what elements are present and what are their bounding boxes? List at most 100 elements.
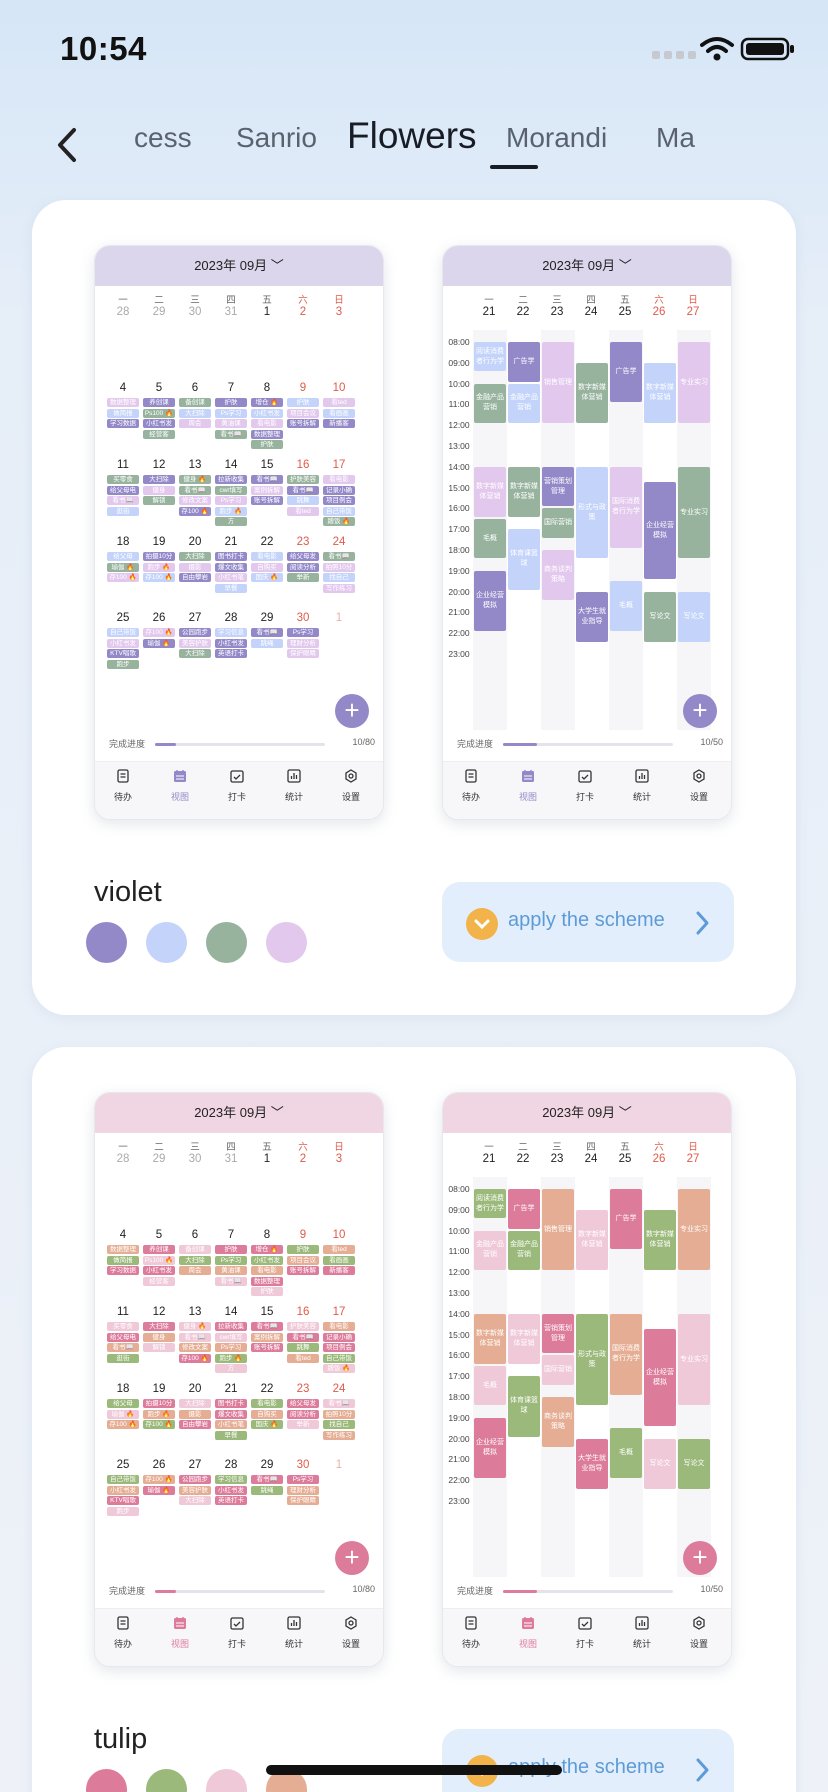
calendar-event: 养创课 bbox=[143, 398, 175, 407]
tab-settings[interactable]: 设置 bbox=[674, 768, 724, 803]
tab-view[interactable]: 视图 bbox=[155, 1615, 205, 1650]
theme-category-nav: cess Sanrio Flowers Morandi Ma bbox=[0, 110, 828, 180]
calendar-event: 跳绳 bbox=[251, 638, 283, 648]
calendar-event: 看书📖 bbox=[251, 1322, 283, 1331]
preview-tab-bar: 待办 视图 打卡 统计 设置 bbox=[443, 761, 731, 819]
course-block: 金融产品营销 bbox=[474, 1230, 506, 1271]
tab-settings[interactable]: 设置 bbox=[674, 1615, 724, 1650]
settings-hexagon-icon bbox=[693, 769, 705, 783]
calendar-event: 护肤 bbox=[287, 1245, 319, 1254]
calendar-event: 存100 🔥 bbox=[143, 1475, 175, 1484]
bar-chart-icon bbox=[287, 1616, 301, 1630]
progress-label: 完成进度 bbox=[109, 1586, 146, 1596]
hour-label: 15:00 bbox=[448, 482, 470, 493]
color-swatch bbox=[86, 922, 127, 963]
calendar-event: 看书📖 bbox=[215, 429, 247, 439]
progress-label: 完成进度 bbox=[457, 739, 494, 749]
weekday-label: 六 bbox=[654, 295, 664, 306]
tab-checkin[interactable]: 打卡 bbox=[212, 1615, 262, 1650]
tab-checkin[interactable]: 打卡 bbox=[212, 768, 262, 803]
calendar-event: 护肤美容 bbox=[287, 1322, 319, 1331]
calendar-event: 瑜伽 🔥 bbox=[143, 1485, 175, 1495]
tab-settings[interactable]: 设置 bbox=[326, 1615, 376, 1650]
calendar-date: 12 bbox=[152, 1306, 166, 1318]
calendar-event: 跑步 🔥 bbox=[215, 1353, 247, 1363]
calendar-event: 跑步 bbox=[107, 1506, 139, 1516]
calendar-event: 存100 🔥 bbox=[107, 1420, 139, 1429]
add-button[interactable]: + bbox=[683, 1541, 717, 1575]
calendar-event: 自购买 bbox=[251, 1409, 283, 1419]
course-block: 大学生就业指导 bbox=[576, 591, 608, 642]
tab-stats[interactable]: 统计 bbox=[269, 768, 319, 803]
calendar-date: 3 bbox=[335, 1153, 343, 1165]
calendar-event: 早餐 bbox=[215, 583, 247, 593]
calendar-event: 养创课 bbox=[143, 1245, 175, 1254]
chevron-right-icon bbox=[696, 911, 709, 935]
tab-stats[interactable]: 统计 bbox=[617, 1615, 667, 1650]
calendar-event: 写作练习 bbox=[323, 583, 355, 593]
tab-view[interactable]: 视图 bbox=[503, 1615, 553, 1650]
tab-todo[interactable]: 待办 bbox=[98, 768, 148, 803]
weekday-label: 日 bbox=[334, 295, 344, 306]
tab-sanrio[interactable]: Sanrio bbox=[236, 122, 317, 153]
hour-label: 20:00 bbox=[448, 1433, 470, 1444]
weekday-label: 一 bbox=[118, 1142, 128, 1153]
back-arrow-icon[interactable] bbox=[46, 120, 86, 170]
apply-label: apply the scheme bbox=[508, 909, 665, 931]
apply-scheme-button[interactable]: apply the scheme bbox=[442, 1729, 734, 1792]
hour-label: 15:00 bbox=[448, 1329, 470, 1340]
tab-flowers[interactable]: Flowers bbox=[347, 115, 477, 156]
tab-view[interactable]: 视图 bbox=[155, 768, 205, 803]
progress-count: 10/50 bbox=[700, 1584, 723, 1594]
tab-stats[interactable]: 统计 bbox=[617, 768, 667, 803]
calendar-event: 小红书发 bbox=[107, 1485, 139, 1495]
calendar-event: 举新 bbox=[287, 573, 319, 582]
checkbox-icon bbox=[578, 1617, 592, 1630]
calendar-date: 2 bbox=[299, 306, 307, 318]
add-button[interactable]: + bbox=[335, 1541, 369, 1575]
calendar-event: 大扫除 bbox=[179, 552, 211, 561]
calendar-event: 给父母 bbox=[107, 552, 139, 561]
preview-header bbox=[443, 1093, 731, 1133]
course-block: 数字新媒体营销 bbox=[644, 362, 676, 424]
calendar-date: 16 bbox=[296, 459, 310, 471]
calendar-date: 26 bbox=[152, 1459, 166, 1471]
apply-scheme-button[interactable]: apply the scheme bbox=[442, 882, 734, 962]
tab-stats[interactable]: 统计 bbox=[269, 1615, 319, 1650]
add-button[interactable]: + bbox=[335, 694, 369, 728]
weekday-label: 三 bbox=[552, 295, 562, 306]
calendar-date: 1 bbox=[263, 306, 271, 318]
tab-settings[interactable]: 设置 bbox=[326, 768, 376, 803]
course-block: 体育课篮球 bbox=[508, 1376, 540, 1437]
calendar-event: Ps学习 bbox=[215, 408, 247, 418]
calendar-event: Ps学习 bbox=[215, 496, 247, 505]
tab-checkin[interactable]: 打卡 bbox=[560, 768, 610, 803]
tab-morandi[interactable]: Morandi bbox=[506, 122, 608, 153]
tab-view[interactable]: 视图 bbox=[503, 768, 553, 803]
tab-ma[interactable]: Ma bbox=[656, 122, 695, 153]
course-block: 阅读消费者行为学 bbox=[474, 342, 506, 372]
tab-todo[interactable]: 待办 bbox=[446, 768, 496, 803]
hour-label: 18:00 bbox=[448, 1392, 470, 1402]
preview-header bbox=[95, 246, 383, 286]
tab-checkin[interactable]: 打卡 bbox=[560, 1615, 610, 1650]
chevron-right-icon bbox=[696, 1758, 709, 1782]
tab-todo[interactable]: 待办 bbox=[98, 1615, 148, 1650]
course-block: 国际营销 bbox=[542, 1355, 574, 1385]
week-date: 26 bbox=[652, 1153, 666, 1165]
add-button[interactable]: + bbox=[683, 694, 717, 728]
course-block: 销售管理 bbox=[542, 342, 574, 424]
calendar-event: 护肤 bbox=[287, 398, 319, 407]
calendar-icon bbox=[174, 1617, 186, 1629]
tab-cess[interactable]: cess bbox=[134, 122, 192, 153]
calendar-date: 17 bbox=[332, 459, 346, 471]
calendar-event: 拍摄10分 bbox=[143, 552, 175, 561]
weekday-label: 六 bbox=[654, 1142, 664, 1153]
calendar-event: 大扫除 bbox=[179, 408, 211, 418]
tab-todo[interactable]: 待办 bbox=[446, 1615, 496, 1650]
calendar-event: 看电影 bbox=[251, 552, 283, 561]
hour-label: 17:00 bbox=[448, 524, 470, 535]
calendar-date: 13 bbox=[188, 1306, 202, 1318]
calendar-event: 阅读分析 bbox=[287, 562, 319, 572]
preview-tab-bar: 待办 视图 打卡 统计 设置 bbox=[95, 761, 383, 819]
